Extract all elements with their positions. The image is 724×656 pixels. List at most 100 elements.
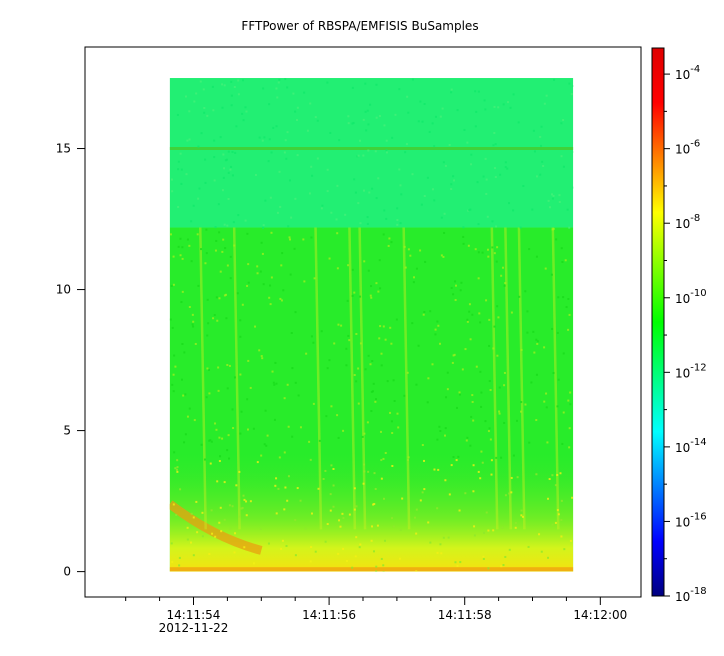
noise-speck (374, 398, 377, 401)
noise-speck (561, 442, 564, 445)
noise-speck (275, 477, 278, 480)
noise-speck (439, 342, 442, 345)
noise-speck (496, 354, 499, 357)
noise-speck (570, 93, 573, 96)
noise-speck (372, 382, 375, 385)
noise-speck (392, 525, 395, 528)
noise-speck (371, 390, 374, 393)
noise-speck (351, 122, 354, 125)
noise-speck (303, 280, 306, 283)
noise-speck (246, 284, 249, 287)
noise-speck (330, 464, 333, 467)
noise-speck (400, 193, 403, 196)
noise-speck (470, 163, 473, 166)
noise-speck (447, 536, 450, 539)
noise-speck (312, 402, 315, 405)
noise-speck (287, 225, 290, 228)
noise-speck (498, 410, 501, 413)
noise-speck (407, 459, 410, 462)
noise-speck (285, 157, 288, 160)
noise-speck (568, 427, 571, 430)
noise-speck (562, 165, 565, 168)
noise-speck (177, 168, 180, 171)
noise-speck (226, 387, 229, 390)
noise-speck (440, 216, 443, 219)
noise-speck (221, 437, 224, 440)
noise-speck (245, 110, 248, 113)
noise-speck (510, 311, 513, 314)
noise-speck (211, 85, 214, 88)
noise-speck (454, 299, 457, 302)
noise-speck (176, 470, 179, 473)
noise-speck (214, 249, 217, 252)
noise-speck (549, 206, 552, 209)
noise-speck (268, 296, 271, 299)
noise-speck (261, 139, 264, 142)
noise-speck (194, 342, 197, 345)
noise-speck (233, 86, 236, 89)
noise-speck (254, 173, 257, 176)
noise-speck (227, 434, 230, 437)
noise-speck (491, 220, 494, 223)
noise-speck (310, 335, 313, 338)
noise-speck (169, 318, 172, 321)
noise-speck (206, 367, 209, 370)
noise-speck (277, 487, 280, 490)
noise-speck (560, 155, 563, 158)
noise-speck (498, 386, 501, 389)
noise-speck (310, 165, 313, 168)
chart-title: FFTPower of RBSPA/EMFISIS BuSamples (241, 19, 478, 33)
noise-speck (287, 425, 290, 428)
noise-speck (262, 226, 265, 229)
noise-speck (280, 264, 283, 267)
noise-speck (259, 270, 262, 273)
noise-speck (184, 393, 187, 396)
noise-speck (461, 368, 464, 371)
noise-speck (378, 115, 381, 118)
noise-speck (440, 552, 443, 555)
noise-speck (180, 168, 183, 171)
noise-speck (415, 570, 418, 572)
noise-speck (488, 427, 491, 430)
noise-speck (283, 451, 286, 454)
noise-speck (239, 432, 242, 435)
noise-speck (229, 527, 232, 530)
noise-speck (206, 334, 209, 337)
noise-speck (404, 151, 407, 154)
noise-speck (407, 456, 410, 459)
noise-speck (536, 340, 539, 343)
noise-speck (232, 427, 235, 430)
noise-speck (286, 131, 289, 134)
noise-speck (547, 497, 550, 500)
x-tick-label: 14:12:00 (573, 608, 627, 622)
noise-speck (535, 338, 538, 341)
noise-speck (177, 160, 180, 163)
noise-speck (190, 512, 193, 515)
emission-streak (314, 227, 323, 530)
noise-speck (471, 400, 474, 403)
noise-speck (532, 330, 535, 333)
noise-speck (320, 207, 323, 210)
noise-speck (192, 516, 195, 519)
noise-speck (290, 216, 293, 219)
noise-speck (436, 438, 439, 441)
x-date-label: 2012-11-22 (159, 621, 229, 635)
noise-speck (531, 208, 534, 211)
chorus-arc (169, 500, 263, 555)
noise-speck (237, 214, 240, 217)
noise-speck (540, 125, 543, 128)
noise-speck (543, 346, 546, 349)
noise-speck (502, 103, 505, 106)
noise-speck (314, 116, 317, 119)
noise-speck (277, 81, 280, 84)
noise-speck (504, 494, 507, 497)
noise-speck (450, 464, 453, 467)
noise-speck (467, 209, 470, 212)
noise-speck (201, 535, 204, 538)
noise-speck (247, 359, 250, 362)
noise-speck (371, 525, 374, 528)
noise-speck (552, 372, 555, 375)
noise-speck (477, 223, 480, 226)
noise-speck (309, 458, 312, 461)
noise-speck (380, 364, 383, 367)
